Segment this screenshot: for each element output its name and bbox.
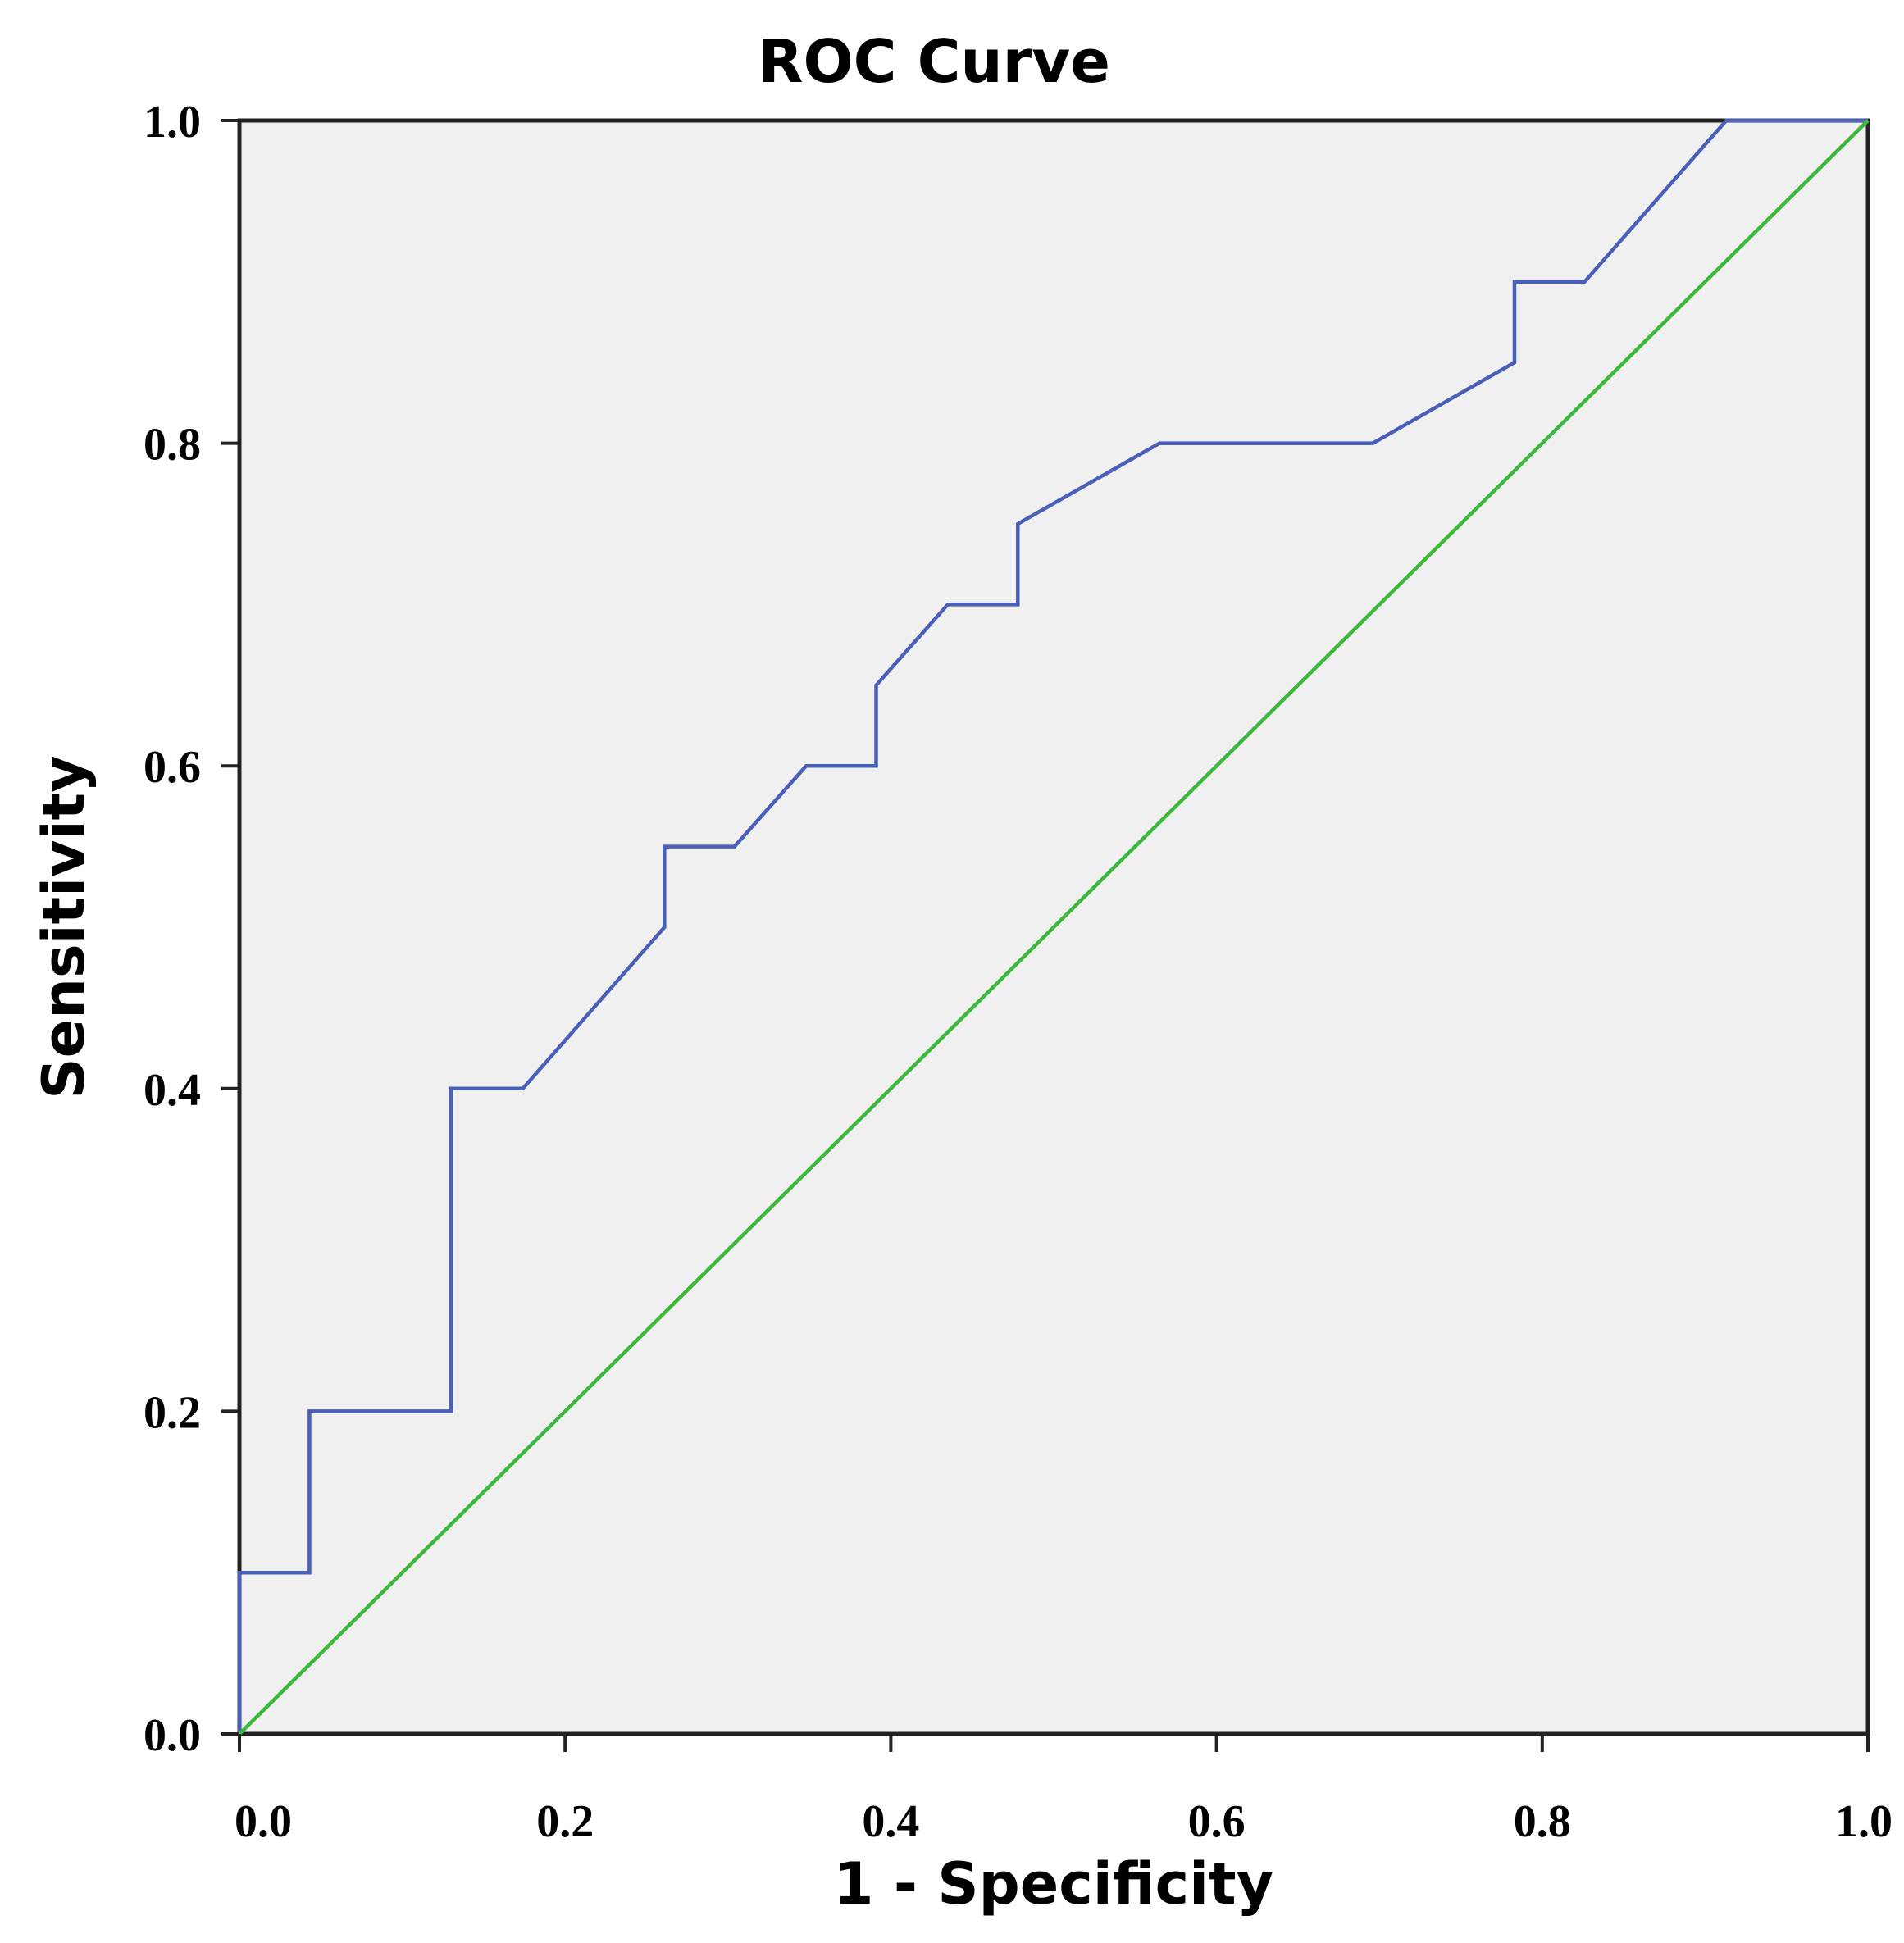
roc-curve-line (237, 118, 1868, 1734)
y-tick-label: 0.2 (143, 1387, 201, 1438)
x-tick-label: 0.6 (1188, 1796, 1246, 1847)
y-tick-label: 0.6 (143, 742, 201, 793)
x-tick-label: 0.8 (1514, 1796, 1571, 1847)
y-tick-label: 0.8 (143, 420, 201, 471)
x-tick-label: 0.4 (862, 1796, 919, 1847)
y-tick-label: 1.0 (143, 97, 201, 148)
y-tick-label: 0.0 (143, 1710, 201, 1761)
x-tick-label: 0.2 (536, 1796, 594, 1847)
y-axis-label: Sensitivity (30, 755, 98, 1099)
x-axis-label: 1 - Specificity (834, 1850, 1273, 1918)
x-tick-label: 0.0 (235, 1796, 292, 1847)
chart-title: ROC Curve (758, 27, 1110, 96)
x-tick-label: 1.0 (1835, 1796, 1893, 1847)
reference-diagonal-line (238, 119, 1870, 1736)
tick-layer: 0.0 0.2 0.4 0.6 0.8 1.0 0.0 0.2 0.4 0.6 0.8 1.0 (143, 97, 1893, 1847)
series-layer (237, 118, 1870, 1736)
y-tick-label: 0.4 (143, 1065, 201, 1116)
